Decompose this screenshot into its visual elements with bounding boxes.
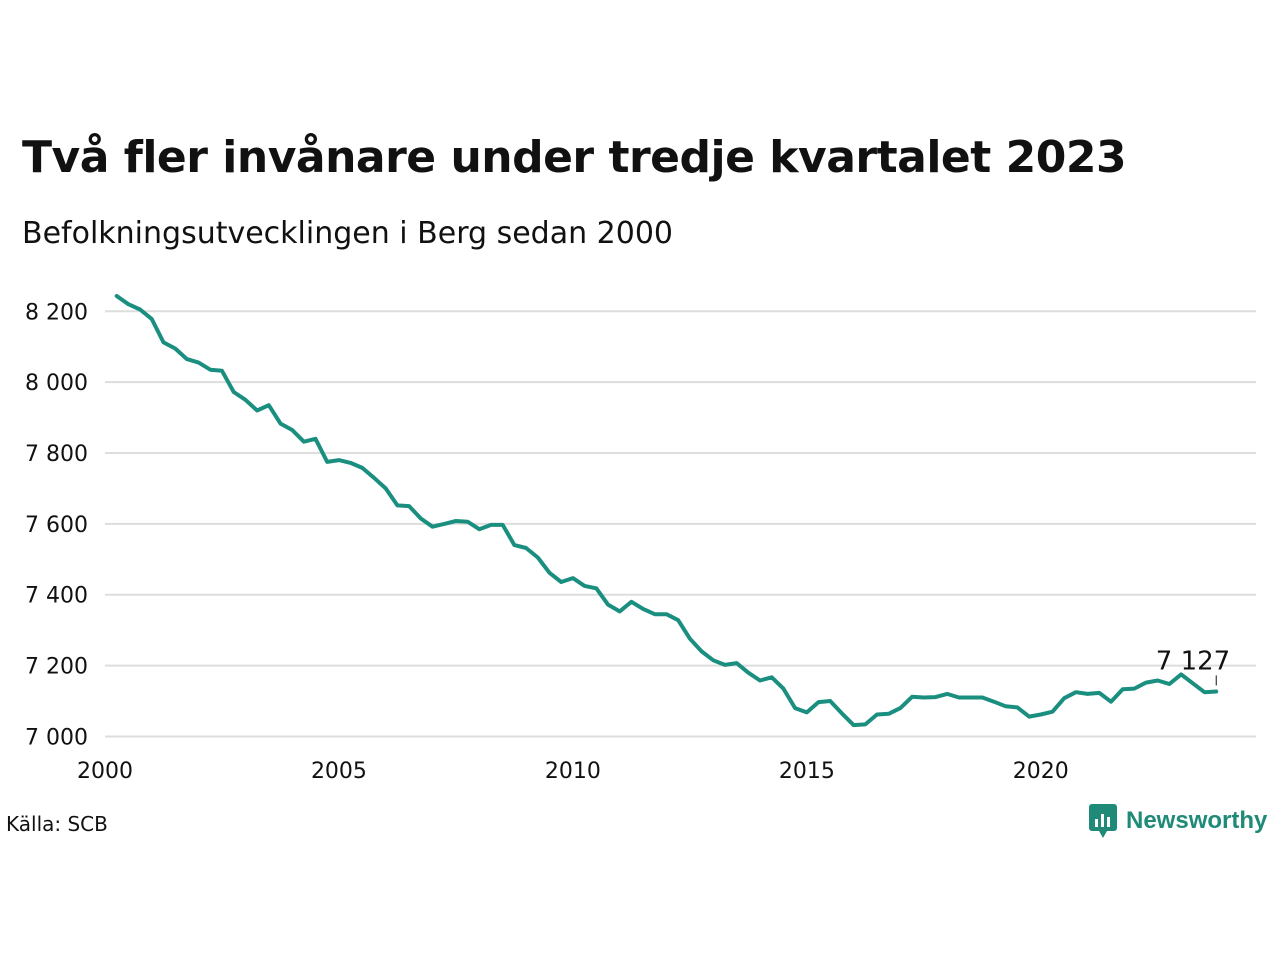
series-layer xyxy=(114,294,1219,728)
chart-subtitle: Befolkningsutvecklingen i Berg sedan 200… xyxy=(22,216,673,251)
y-tick-label: 7 000 xyxy=(25,725,88,750)
x-tick-label: 2000 xyxy=(77,759,133,784)
x-tick-label: 2015 xyxy=(779,759,835,784)
y-tick-label: 8 000 xyxy=(25,371,88,396)
gridlines xyxy=(105,310,1256,738)
y-tick-label: 7 400 xyxy=(25,584,88,609)
end-value-label: 7 127 xyxy=(1156,646,1230,676)
y-axis-tick-labels: 7 000 7 200 7 400 7 600 7 800 8 000 8 200 xyxy=(25,300,88,750)
chart-title: Två fler invånare under tredje kvartalet… xyxy=(22,132,1127,183)
y-tick-label: 7 600 xyxy=(25,513,88,538)
brand-name: Newsworthy xyxy=(1126,807,1268,834)
annotation-layer: 7 127 xyxy=(1156,646,1230,686)
y-tick-label: 7 800 xyxy=(25,442,88,467)
y-tick-label: 8 200 xyxy=(25,300,88,325)
source-note: Källa: SCB xyxy=(6,812,108,836)
brand-logo[interactable]: Newsworthy xyxy=(1088,803,1267,839)
x-tick-label: 2020 xyxy=(1013,759,1069,784)
x-axis-tick-labels: 2000 2005 2010 2015 2020 xyxy=(77,759,1069,784)
series-line xyxy=(114,294,1219,728)
y-tick-label: 7 200 xyxy=(25,655,88,680)
x-tick-label: 2010 xyxy=(545,759,601,784)
x-tick-label: 2005 xyxy=(311,759,367,784)
newsworthy-logo-icon xyxy=(1089,804,1117,838)
